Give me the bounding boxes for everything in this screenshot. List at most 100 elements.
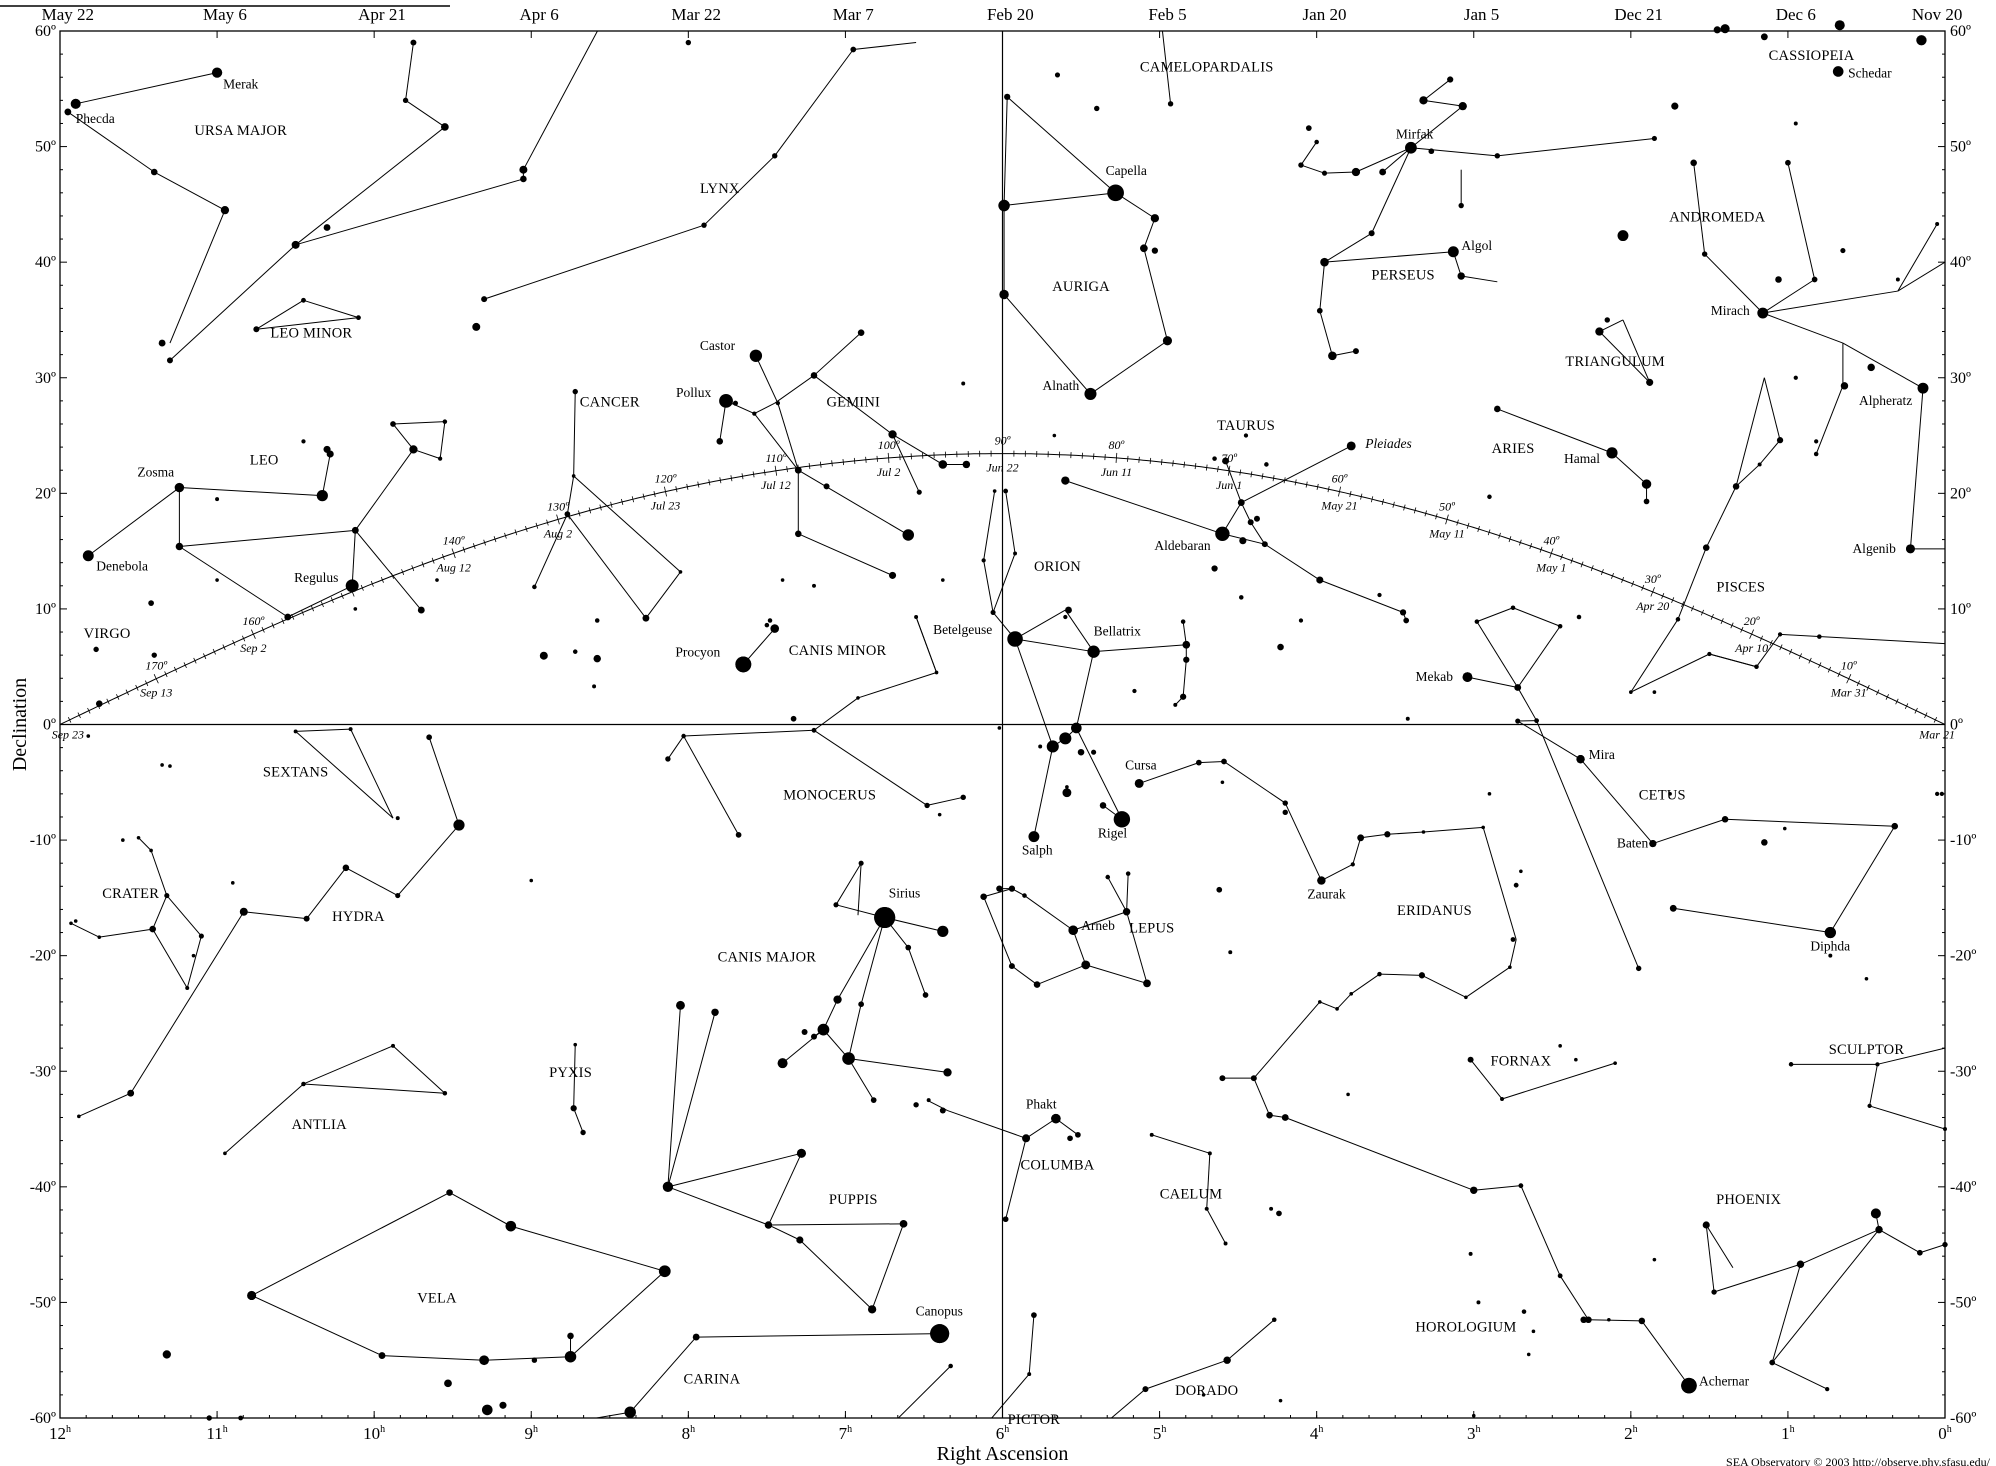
constellation-label: CANIS MINOR (789, 643, 887, 659)
star (998, 199, 1010, 212)
constellation-line (742, 628, 776, 665)
star (948, 1363, 953, 1369)
ecliptic-date-label: Sep 13 (140, 686, 172, 700)
star (990, 609, 996, 615)
ecliptic-tick (1456, 519, 1459, 526)
star (833, 995, 842, 1004)
star (1701, 251, 1708, 257)
constellation-line (1073, 911, 1127, 931)
star-label: Salph (1022, 843, 1053, 858)
constellation-line (1206, 1208, 1226, 1244)
constellation-line (1559, 1275, 1589, 1321)
constellation-line (1771, 1264, 1801, 1363)
star (1054, 72, 1061, 78)
constellation-line (1705, 1224, 1715, 1293)
star (1008, 963, 1015, 970)
constellation-line (1763, 377, 1781, 441)
ecliptic-tick (1217, 466, 1219, 473)
star (1220, 780, 1225, 785)
ecliptic-tick (1403, 504, 1406, 511)
dec-tick-label: -10º (1950, 832, 1976, 849)
constellation-line (1630, 619, 1679, 693)
constellation-line (510, 1225, 665, 1272)
ecliptic-date-label: Aug 12 (435, 560, 470, 574)
constellation-line (1762, 312, 1844, 344)
star-rigel (1113, 811, 1131, 828)
star (86, 734, 91, 738)
star-betelgeuse (1007, 631, 1023, 647)
star-castor (749, 349, 763, 362)
star (1377, 971, 1382, 977)
ecliptic-degree-label: 90º (995, 434, 1011, 448)
star (1500, 1097, 1505, 1101)
star (592, 684, 597, 689)
ecliptic-tick (1392, 501, 1395, 508)
constellation-line (857, 672, 937, 699)
ecliptic-tick (421, 561, 425, 568)
axes: Right Ascension Declination SEA Observat… (9, 678, 1991, 1466)
star (1238, 595, 1244, 600)
constellation-line (1652, 818, 1726, 845)
star-label: Zaurak (1307, 887, 1345, 902)
constellation-line (1705, 486, 1737, 548)
ra-tick-label: 7h (839, 1424, 853, 1443)
dec-tick-label: 30º (1950, 370, 1971, 387)
constellation-line (179, 529, 356, 547)
star-diphda (1824, 926, 1836, 939)
constellation-line (1693, 162, 1706, 255)
star-capella (1107, 184, 1124, 202)
ecliptic-tick (135, 684, 139, 691)
ecliptic-tick (173, 666, 178, 673)
chart-frame: 60º 60º 50º 50º 40º 40º 30º 30º 20º 20º 10º 10º 0º 0º… (0, 5, 1976, 1443)
star-label: Phecda (76, 111, 115, 126)
ecliptic-tick (301, 609, 305, 616)
star (1282, 809, 1288, 816)
star-phecda (70, 98, 81, 109)
ecliptic-tick (1424, 510, 1427, 517)
star (253, 326, 260, 333)
constellation-line (1465, 966, 1511, 998)
constellation-line (152, 895, 168, 930)
ecliptic-tick (1866, 684, 1870, 691)
star (356, 315, 361, 321)
constellation-line (1517, 625, 1561, 688)
dec-tick-label: -20º (1950, 948, 1976, 965)
star (1243, 433, 1249, 438)
ecliptic-tick (1172, 460, 1174, 467)
star-mirach (1757, 307, 1769, 319)
ecliptic-tick (1789, 648, 1793, 655)
star (1149, 1132, 1154, 1137)
star (1250, 1075, 1257, 1082)
star (391, 1043, 395, 1048)
ecliptic-tick (1580, 561, 1584, 568)
star-label: Phakt (1026, 1097, 1057, 1112)
ecliptic-date-label: May 21 (1320, 499, 1357, 513)
constellation-line (1003, 294, 1091, 395)
star-procyon (735, 656, 752, 673)
constellation-line (224, 1083, 304, 1154)
constellation-line (1151, 1134, 1211, 1154)
constellation-line (857, 863, 862, 916)
star (1652, 690, 1657, 694)
constellation-line (1704, 253, 1764, 314)
star (1266, 1111, 1273, 1119)
ecliptic-tick (599, 504, 602, 511)
ecliptic-tick (360, 584, 364, 591)
star (1534, 718, 1539, 724)
constellation-line (1476, 621, 1519, 688)
star (531, 1357, 538, 1363)
constellation-line (1284, 802, 1322, 881)
star-achernar (1681, 1377, 1697, 1394)
ecliptic-tick (67, 717, 72, 723)
ecliptic-tick (1885, 694, 1889, 700)
constellation-line (1482, 827, 1517, 940)
constellation-label: ARIES (1492, 441, 1535, 457)
star (1513, 882, 1519, 888)
star (1468, 1251, 1473, 1256)
ecliptic-tick (1466, 522, 1470, 529)
dec-tick-label: 40º (1950, 254, 1971, 271)
ecliptic-degree-label: 120º (655, 472, 677, 486)
constellation-line (1713, 1263, 1801, 1293)
star-label: Capella (1106, 163, 1147, 178)
ecliptic-tick (1798, 653, 1802, 660)
